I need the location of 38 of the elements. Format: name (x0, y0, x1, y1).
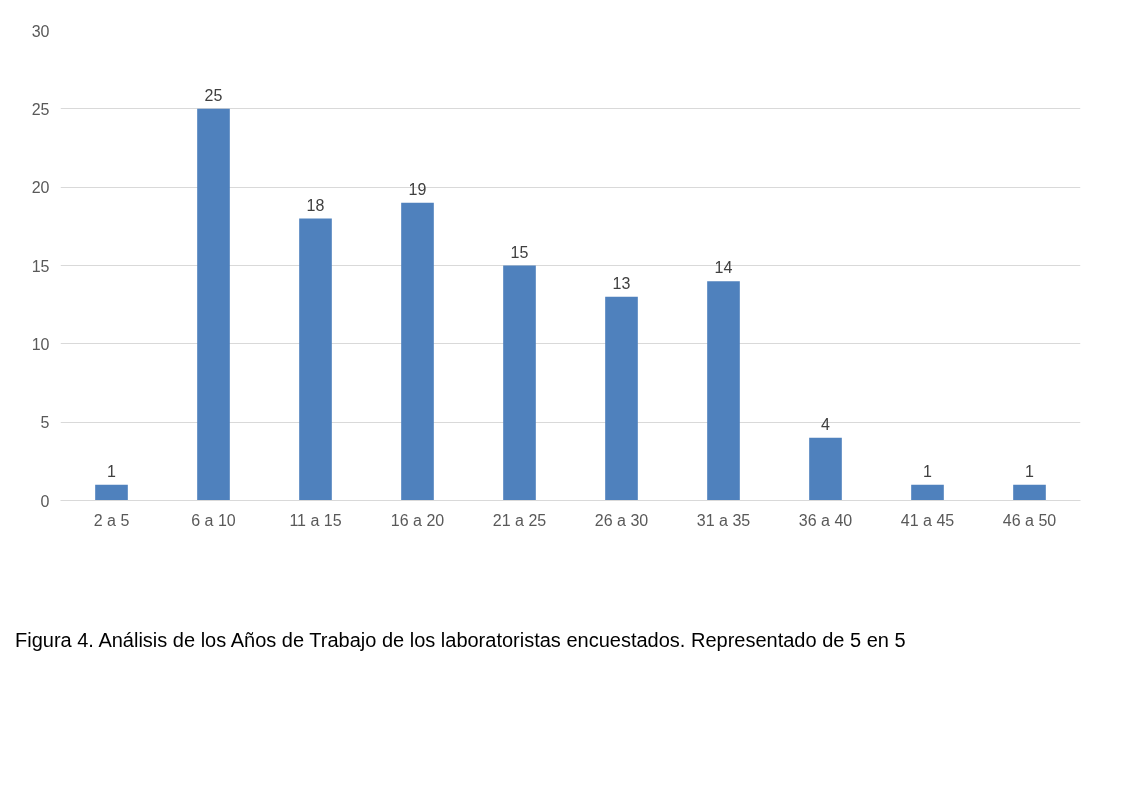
data-label: 14 (714, 259, 733, 277)
x-tick-label: 36 a 40 (798, 511, 853, 529)
y-tick-label: 20 (31, 179, 50, 197)
bar (605, 296, 638, 501)
bar (299, 218, 332, 501)
bar (707, 281, 740, 501)
x-tick-label: 11 a 15 (289, 511, 342, 529)
data-label: 13 (612, 274, 631, 292)
data-label: 19 (408, 180, 427, 198)
data-label: 25 (204, 86, 223, 104)
y-tick-label: 0 (40, 492, 50, 510)
y-tick-label: 5 (40, 414, 50, 432)
bar (1013, 484, 1046, 501)
y-tick-label: 25 (31, 100, 50, 118)
x-tick-label: 21 a 25 (492, 511, 547, 529)
data-label: 18 (306, 196, 325, 214)
bar (911, 484, 944, 501)
data-label: 1 (1025, 462, 1035, 480)
y-tick-label: 10 (31, 335, 50, 353)
bar (401, 202, 434, 501)
x-tick-label: 31 a 35 (696, 511, 751, 529)
bar (95, 484, 128, 501)
data-label: 4 (821, 415, 831, 433)
x-tick-label: 46 a 50 (1002, 511, 1057, 529)
data-label: 15 (510, 243, 529, 261)
data-label: 1 (923, 462, 933, 480)
text: Figura 4. Análisis de los Años de Trabajo de los laboratoristas encuestados. Representado de 5 en 5 (15, 628, 906, 653)
x-tick-label: 6 a 10 (191, 511, 236, 529)
bar (197, 108, 230, 501)
y-tick-label: 30 (31, 22, 50, 40)
bar (503, 265, 536, 501)
x-tick-label: 2 a 5 (93, 511, 130, 529)
x-tick-label: 16 a 20 (390, 511, 445, 529)
bar (809, 437, 842, 501)
x-tick-label: 41 a 45 (900, 511, 955, 529)
data-label: 1 (107, 462, 117, 480)
x-tick-label: 26 a 30 (594, 511, 649, 529)
y-tick-label: 15 (31, 257, 50, 275)
